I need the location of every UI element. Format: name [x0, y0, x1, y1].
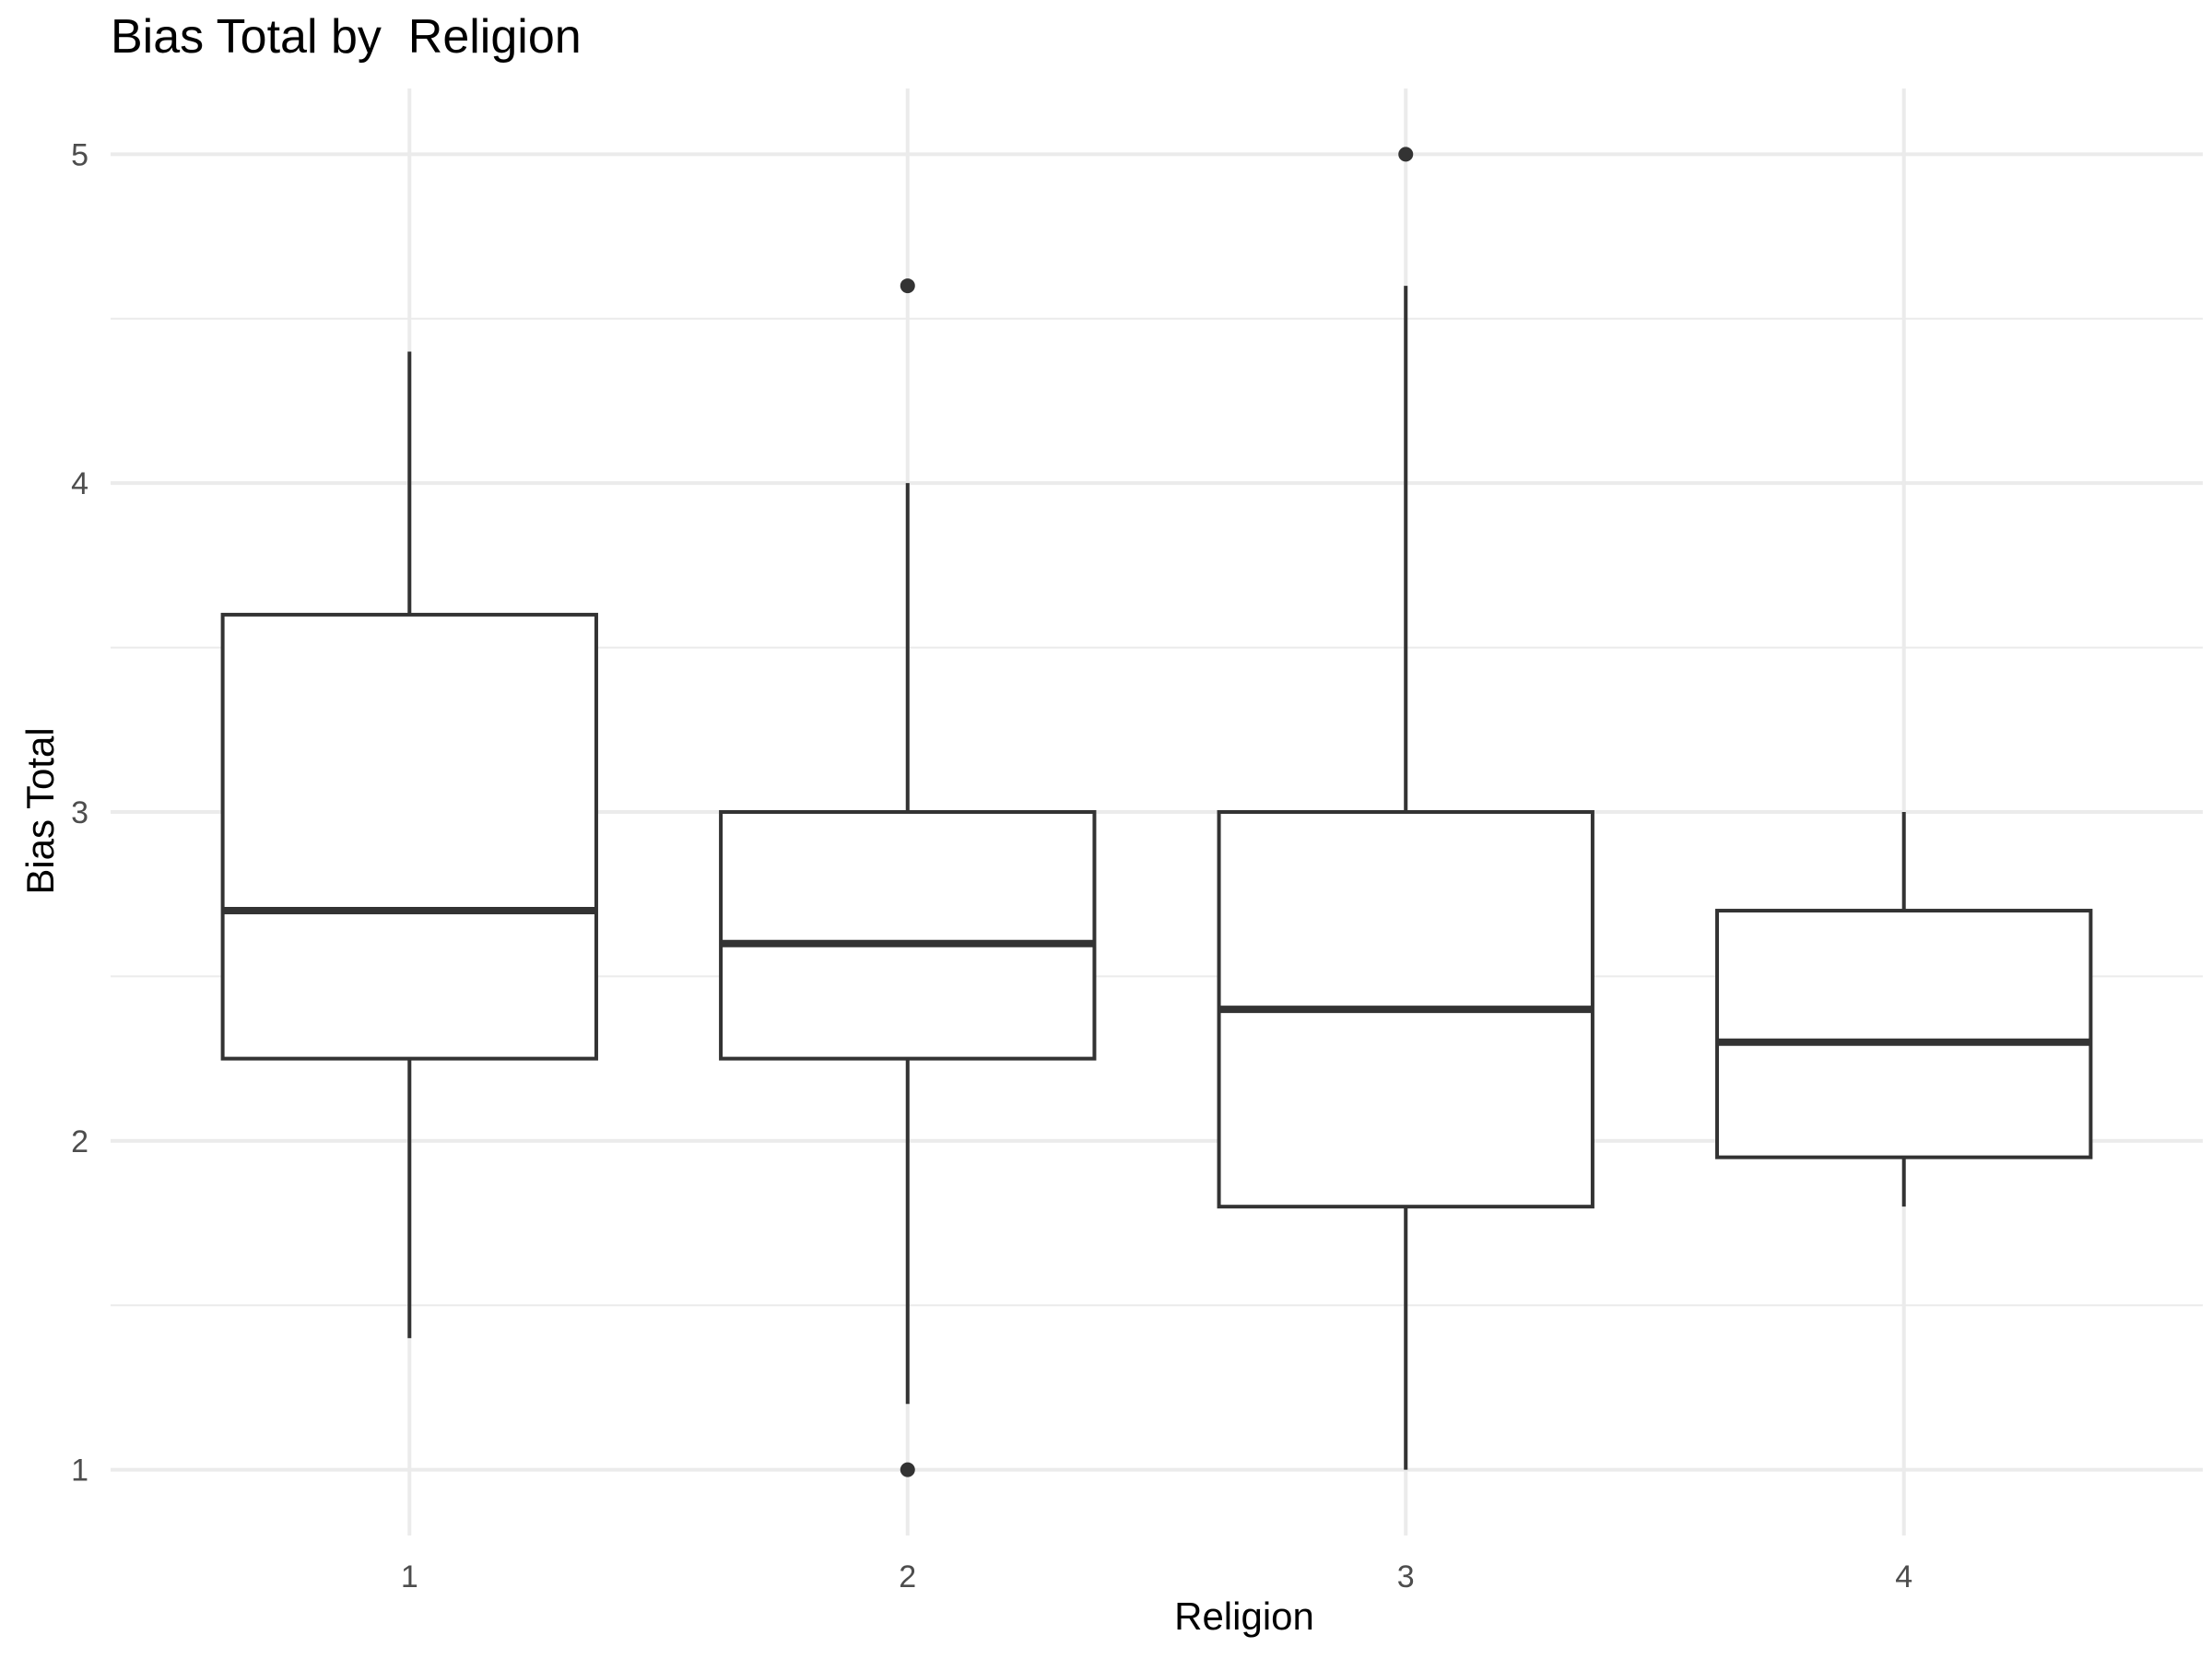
x-tick-label-0: 1 — [401, 1559, 418, 1594]
y-tick-label-1: 2 — [71, 1124, 88, 1159]
box-1 — [220, 612, 598, 1061]
box-2 — [719, 810, 1097, 1061]
x-tick-label-1: 2 — [899, 1559, 916, 1594]
outlier-2-0 — [900, 278, 915, 294]
outlier-3-0 — [1398, 147, 1414, 162]
outlier-2-1 — [900, 1462, 915, 1477]
x-axis-label: Religion — [1174, 1594, 1314, 1638]
y-tick-label-2: 3 — [71, 795, 88, 830]
y-tick-label-3: 4 — [71, 466, 88, 501]
box-4 — [1715, 909, 2093, 1159]
y-tick-label-4: 5 — [71, 137, 88, 172]
chart-title: Bias Total by Religion — [111, 10, 582, 64]
y-tick-label-0: 1 — [71, 1453, 88, 1488]
x-tick-label-2: 3 — [1397, 1559, 1415, 1594]
x-tick-label-3: 4 — [1895, 1559, 1912, 1594]
